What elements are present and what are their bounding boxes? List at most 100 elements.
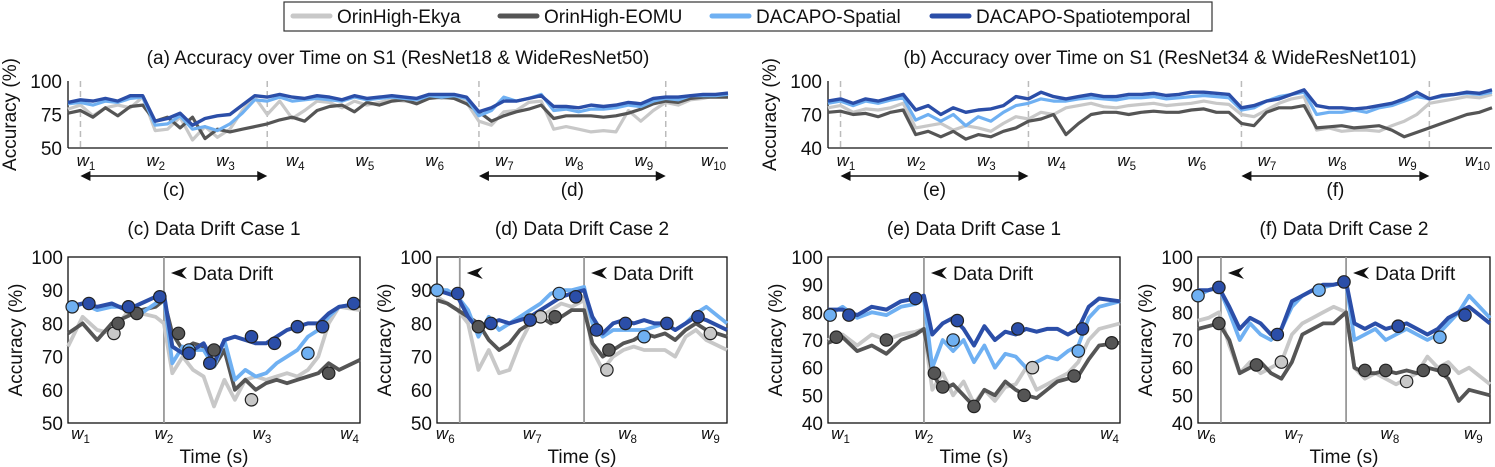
data-point-ekya [1274, 355, 1289, 369]
data-point-spatiotemporal [203, 356, 217, 370]
data-point-spatial [823, 308, 837, 322]
drift-label: Data Drift [953, 264, 1034, 285]
y-tick-label: 90 [1172, 276, 1193, 297]
data-point-spatial [637, 329, 651, 344]
legend: OrinHigh-Ekya OrinHigh-EOMU DACAPO-Spati… [283, 1, 1213, 32]
data-point-spatiotemporal [290, 319, 305, 334]
data-point-spatiotemporal [484, 316, 498, 331]
legend-label-spatiotemporal: DACAPO-Spatiotemporal [976, 7, 1190, 28]
data-point-spatiotemporal [523, 313, 537, 327]
window-label: w3 [977, 151, 996, 173]
data-point-spatiotemporal [568, 289, 583, 304]
data-point-eomu [935, 380, 950, 394]
data-point-eomu [1416, 363, 1431, 378]
window-label: w7 [1285, 424, 1304, 446]
data-point-eomu [1017, 388, 1031, 403]
range-arrow-head-right [1018, 171, 1029, 181]
data-point-spatiotemporal [315, 319, 330, 334]
data-point-spatiotemporal [182, 346, 196, 361]
window-label: w9 [1464, 424, 1483, 446]
y-tick-label: 60 [411, 381, 432, 402]
series-line-eomu [1197, 310, 1491, 403]
window-label: w1 [71, 424, 90, 446]
data-point-spatiotemporal [1075, 322, 1090, 336]
window-label: w6 [425, 151, 444, 173]
window-label: w5 [1117, 151, 1136, 173]
chart-panel-b: (b) Accuracy over Time on S1 (ResNet34 &… [760, 48, 1493, 201]
data-point-spatiotemporal [618, 316, 633, 331]
range-label: (d) [561, 180, 584, 201]
data-point-spatiotemporal [346, 296, 361, 311]
window-label: w2 [915, 424, 934, 446]
drift-arrow [591, 267, 608, 279]
series-line-spatial [827, 296, 1121, 370]
data-point-spatial [1312, 283, 1326, 297]
series-line-eomu [827, 103, 1493, 141]
chart-panel-d: (d) Data Drift Case 2 Accuracy (%) Time (s… [375, 219, 729, 467]
window-label: w6 [1187, 151, 1206, 173]
window-label: w7 [495, 151, 514, 173]
data-point-eomu [1212, 316, 1226, 331]
data-point-spatial [430, 283, 444, 297]
y-tick-label: 100 [1161, 248, 1193, 269]
series-line-spatial [827, 90, 1493, 128]
chart-title: (e) Data Drift Case 1 [887, 219, 1061, 240]
window-label: w9 [701, 424, 720, 446]
drift-label: Data Drift [1375, 264, 1456, 285]
window-label: w3 [253, 424, 272, 446]
y-tick-label: 100 [400, 248, 432, 269]
range-label: (c) [163, 180, 185, 201]
y-tick-label: 40 [802, 414, 823, 435]
series-line-eomu [827, 326, 1121, 409]
data-point-eomu [879, 333, 894, 347]
data-point-eomu [321, 366, 336, 380]
y-tick-label: 90 [42, 281, 63, 302]
chart-title: (f) Data Drift Case 2 [1260, 219, 1429, 240]
y-tick-label: 90 [411, 281, 432, 302]
y-axis-label: Accuracy (%) [760, 58, 781, 171]
data-point-eomu [1378, 363, 1393, 378]
data-point-spatiotemporal [244, 329, 259, 344]
data-point-spatial [1433, 330, 1447, 344]
data-point-ekya [244, 392, 259, 407]
x-axis-label: Time (s) [1310, 447, 1379, 467]
window-label: w8 [565, 151, 584, 173]
y-tick-label: 70 [411, 348, 432, 369]
range-arrow-head-right [655, 171, 666, 181]
data-point-eomu [602, 343, 616, 357]
window-label: w1 [837, 151, 856, 173]
window-label: w10 [1465, 151, 1490, 173]
series-line-ekya [827, 92, 1493, 133]
y-tick-label: 70 [42, 348, 63, 369]
window-label: w8 [618, 424, 637, 446]
range-label: (e) [923, 180, 946, 201]
data-point-spatial [1071, 344, 1086, 358]
window-label: w4 [340, 424, 359, 446]
data-point-spatiotemporal [267, 336, 282, 351]
data-point-spatiotemporal [691, 309, 705, 324]
data-point-spatiotemporal [153, 289, 167, 304]
chart-title: (d) Data Drift Case 2 [495, 219, 669, 240]
drift-arrow [170, 267, 187, 279]
plot-frame [1197, 256, 1491, 424]
data-point-eomu [471, 319, 486, 334]
y-axis-label: Accuracy (%) [1136, 284, 1157, 397]
drift-arrow [930, 267, 947, 279]
x-axis-label: Time (s) [180, 447, 249, 467]
window-label: w6 [1197, 424, 1216, 446]
data-point-spatiotemporal [121, 299, 136, 314]
y-axis-label: Accuracy (%) [6, 284, 27, 397]
series-line-spatiotemporal [828, 293, 1121, 348]
plot-frame [67, 256, 361, 424]
y-tick-label: 70 [801, 106, 822, 127]
y-tick-label: 50 [41, 139, 62, 160]
window-label: w6 [436, 424, 455, 446]
range-arrow-head-left [478, 171, 489, 181]
data-point-eomu [207, 343, 221, 357]
window-label: w2 [907, 151, 926, 173]
data-point-spatial [1191, 288, 1205, 303]
data-point-spatiotemporal [842, 308, 856, 322]
drift-label: Data Drift [613, 264, 694, 285]
data-point-spatiotemporal [908, 291, 923, 306]
